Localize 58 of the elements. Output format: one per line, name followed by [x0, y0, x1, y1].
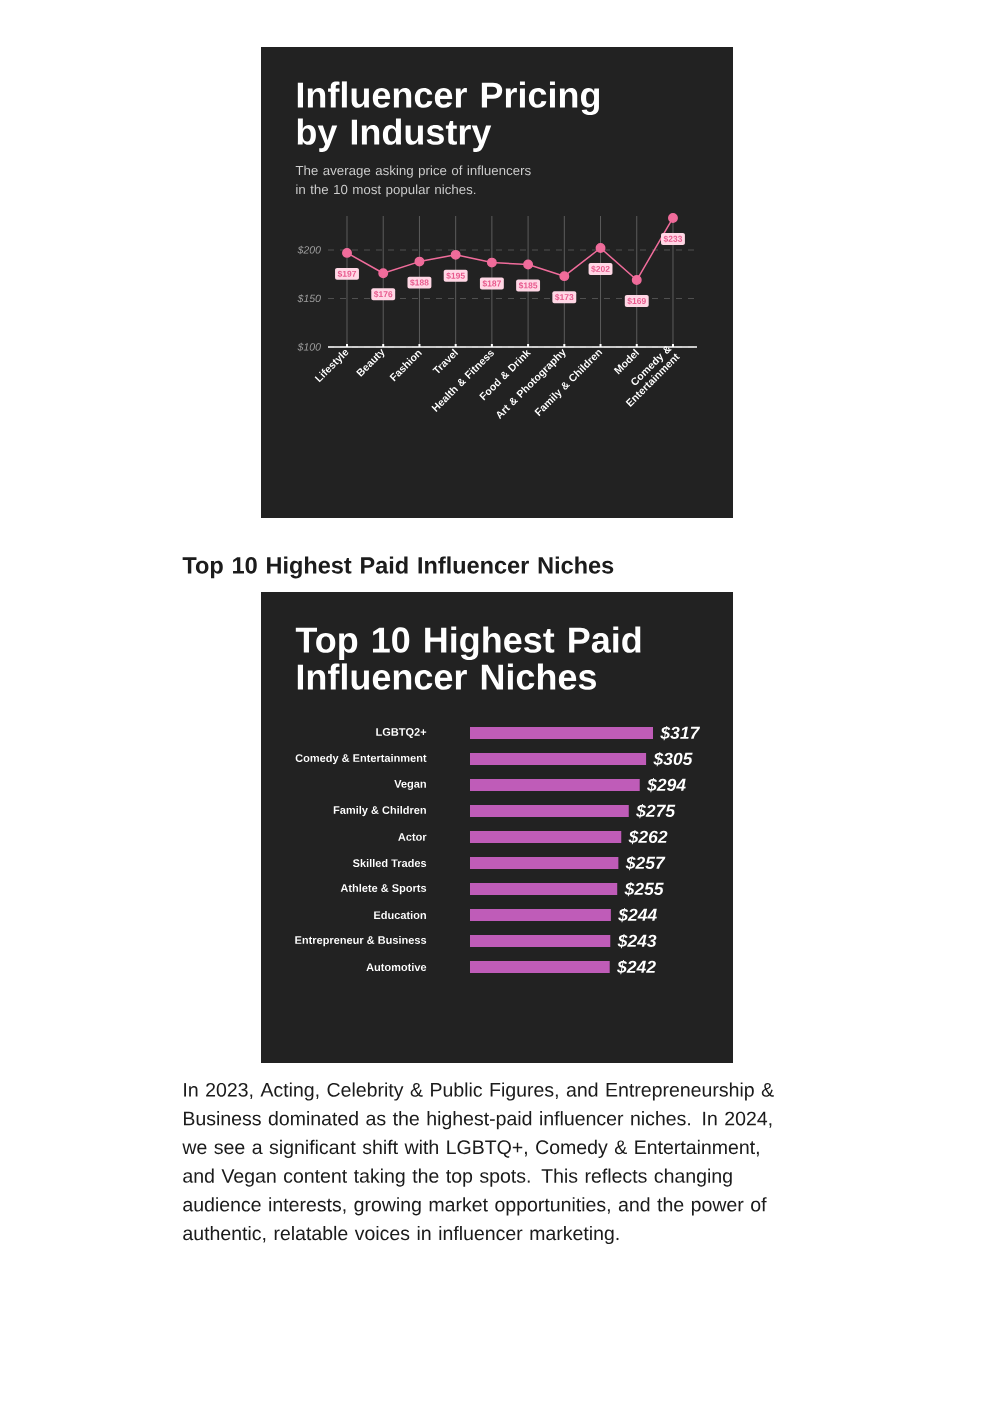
- text: In 2023, Acting, Celebrity & Public Figures, and Entrepreneurship & Business dominated as the highest-paid influencer niches. In 2024, we see a significant shift with LGBTQ+, Comedy & Entertainment, and Vegan content taking the top spots. This reflects changing audience interests, growing market opportunities, and the power of authentic, relatable voices in influencer marketing.: [182, 1082, 774, 1245]
- bar: [470, 753, 647, 766]
- bar: [470, 831, 622, 844]
- bar: [470, 883, 618, 896]
- point: [559, 271, 570, 282]
- bar: [470, 961, 610, 974]
- y-tick-label: Comedy & Entertainment: [295, 753, 427, 765]
- data-label: $195: [446, 272, 465, 280]
- bar: [470, 857, 619, 870]
- data-label: $233: [663, 235, 683, 243]
- chart-subtitle: The average asking price of influencers in the 10 most popular niches.: [295, 165, 531, 197]
- data-label: $244: [618, 907, 657, 923]
- y-tick-label: $100: [297, 342, 321, 352]
- point: [414, 256, 425, 267]
- y-tick-label: Vegan: [394, 780, 426, 790]
- data-label: $243: [617, 933, 657, 949]
- chart-title: Top 10 Highest Paid Influencer Niches: [295, 626, 641, 690]
- data-label: $202: [591, 265, 610, 273]
- point: [378, 268, 389, 279]
- point: [450, 249, 461, 260]
- y-tick-label: $150: [297, 294, 321, 303]
- data-label: $169: [627, 297, 646, 305]
- point: [523, 259, 534, 270]
- data-label: $294: [647, 777, 686, 793]
- y-tick-label: LGBTQ2+: [376, 728, 427, 738]
- point: [342, 247, 352, 258]
- data-label: $255: [624, 881, 664, 897]
- point: [595, 243, 606, 253]
- data-label: $317: [660, 725, 701, 741]
- bar: [470, 805, 629, 818]
- data-label: $305: [653, 751, 693, 767]
- data-label: $173: [554, 293, 574, 301]
- y-tick-label: Education: [374, 910, 426, 920]
- data-label: $275: [636, 803, 676, 819]
- data-label: $242: [617, 959, 656, 975]
- point: [486, 257, 497, 268]
- bar: [470, 779, 640, 792]
- bar: [470, 727, 654, 740]
- y-tick-label: Entrepreneur & Business: [295, 935, 427, 947]
- y-tick-label: Actor: [398, 833, 427, 841]
- text: Top 10 Highest Paid Influencer Niches: [182, 556, 614, 579]
- data-label: $176: [373, 290, 393, 298]
- y-tick-label: Family & Children: [333, 805, 426, 817]
- point: [631, 275, 642, 285]
- point: [668, 213, 678, 223]
- bar: [470, 909, 611, 922]
- data-label: $185: [518, 282, 538, 289]
- y-tick-label: $200: [297, 245, 321, 255]
- y-tick-label: Athlete & Sports: [340, 883, 427, 895]
- y-tick-label: Skilled Trades: [352, 858, 427, 868]
- data-label: $197: [337, 270, 357, 278]
- data-label: $257: [625, 855, 666, 871]
- y-tick-label: Automotive: [366, 962, 427, 972]
- chart-title: Influencer Pricing by Industry: [297, 81, 600, 152]
- data-label: $187: [482, 280, 501, 288]
- data-label: $262: [628, 829, 668, 845]
- bar: [470, 935, 611, 948]
- data-label: $188: [410, 279, 429, 287]
